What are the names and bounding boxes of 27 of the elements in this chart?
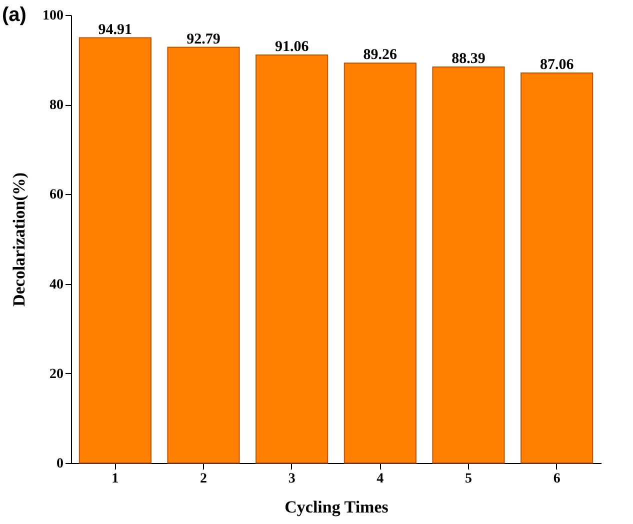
y-axis-title: Decolarization(%): [10, 172, 28, 307]
data-label: 94.91: [98, 22, 132, 38]
data-label: 91.06: [274, 39, 310, 56]
x-tick-label: 1: [112, 472, 119, 486]
x-tick-label: 6: [553, 472, 560, 486]
bar: [520, 72, 594, 464]
bar: [78, 37, 152, 464]
data-label: 88.39: [452, 51, 486, 68]
bar: [256, 54, 328, 464]
x-tick-label: 3: [288, 472, 296, 486]
text: (a): [2, 4, 26, 27]
data-label: 89.26: [363, 47, 398, 64]
data-label: 92.79: [186, 31, 220, 48]
x-tick-label: 5: [465, 472, 472, 486]
x-axis-title: Cycling Times: [284, 498, 389, 516]
y-tick-label: 40: [50, 277, 64, 292]
bar: [167, 46, 240, 464]
x-tick-label: 2: [200, 472, 207, 486]
x-tick-label: 4: [376, 472, 384, 486]
y-tick-label: 20: [50, 366, 64, 382]
y-tick-label: 100: [42, 8, 64, 24]
data-label: 87.06: [540, 56, 574, 73]
y-tick-label: 0: [56, 456, 64, 472]
y-tick-label: 60: [50, 188, 64, 203]
y-tick-label: 80: [50, 98, 64, 114]
bar: [344, 62, 416, 464]
bar: [432, 66, 505, 464]
